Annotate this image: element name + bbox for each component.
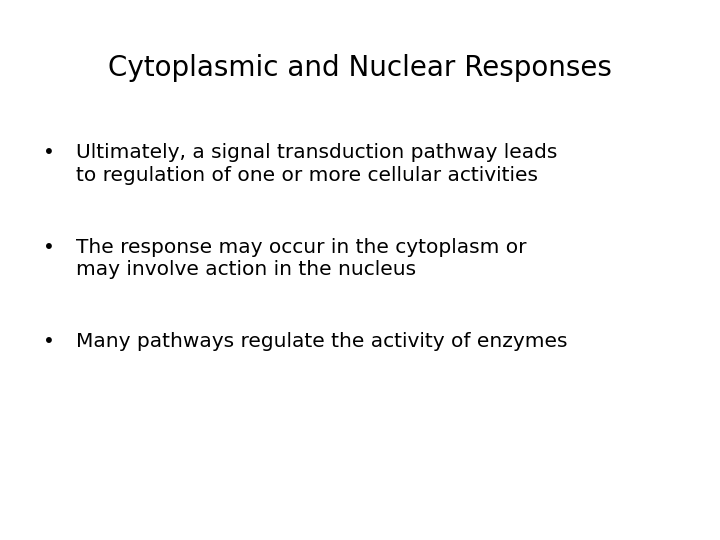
Text: •: •: [43, 332, 55, 351]
Text: The response may occur in the cytoplasm or
may involve action in the nucleus: The response may occur in the cytoplasm …: [76, 238, 526, 279]
Text: Cytoplasmic and Nuclear Responses: Cytoplasmic and Nuclear Responses: [108, 54, 612, 82]
Text: Many pathways regulate the activity of enzymes: Many pathways regulate the activity of e…: [76, 332, 567, 351]
Text: •: •: [43, 238, 55, 256]
Text: Ultimately, a signal transduction pathway leads
to regulation of one or more cel: Ultimately, a signal transduction pathwa…: [76, 143, 557, 185]
Text: •: •: [43, 143, 55, 162]
